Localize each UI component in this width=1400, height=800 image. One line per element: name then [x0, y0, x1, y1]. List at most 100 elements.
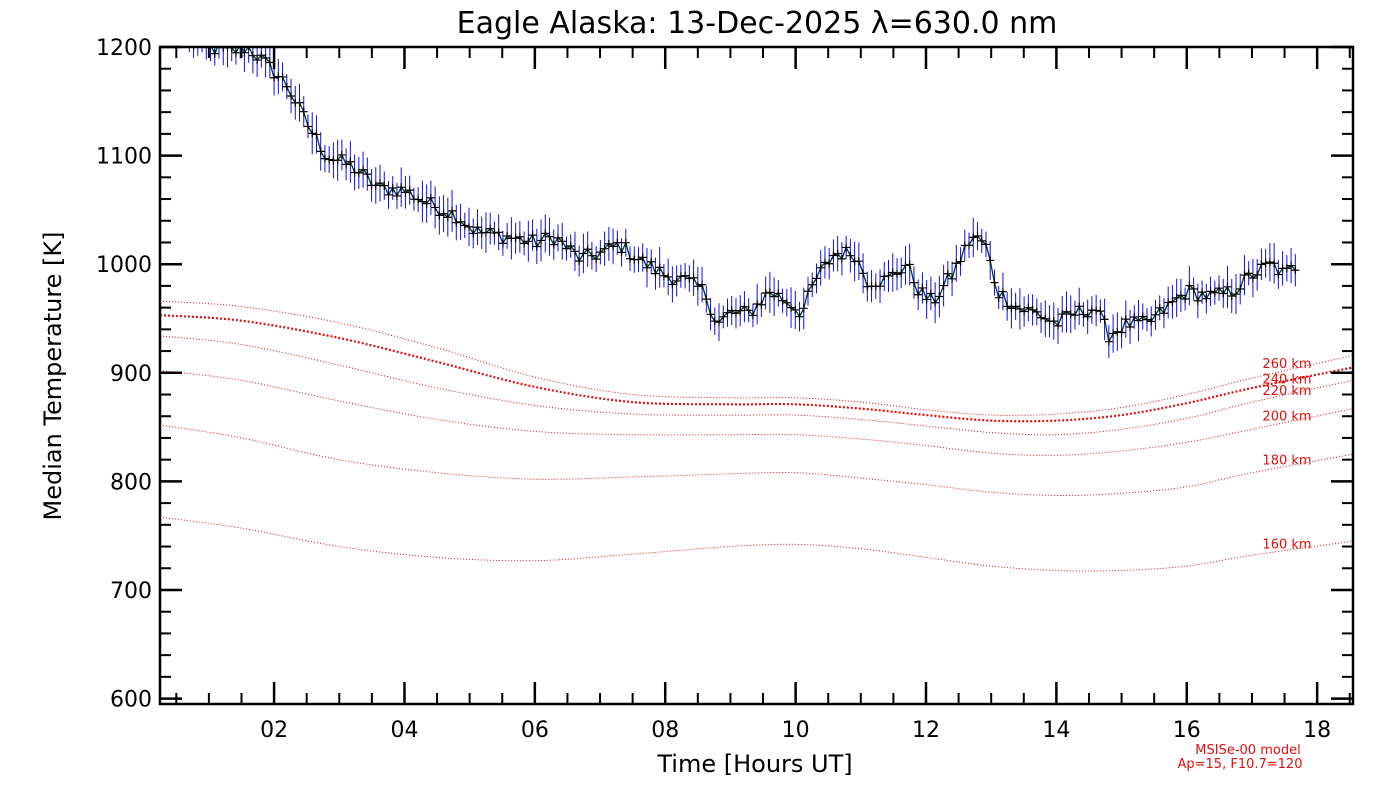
observed-line [210, 47, 1296, 344]
data-point [604, 239, 613, 248]
data-point [943, 269, 952, 278]
data-point [778, 296, 787, 305]
data-point [1215, 284, 1224, 293]
data-point [299, 107, 308, 116]
data-point [909, 278, 918, 287]
data-point [897, 268, 906, 277]
y-axis-label: Median Temperature [K] [39, 231, 67, 520]
data-point [401, 188, 410, 197]
data-point [736, 306, 745, 315]
data-point [270, 73, 279, 82]
data-point [481, 228, 490, 237]
data-point [473, 223, 482, 232]
data-point [1248, 274, 1257, 283]
plot-frame [158, 45, 1355, 706]
x-tick-label: 08 [651, 718, 679, 743]
data-point [609, 242, 618, 251]
data-point [884, 271, 893, 280]
data-point [528, 231, 537, 240]
data-point [727, 306, 736, 315]
data-point [583, 245, 592, 254]
data-point [981, 240, 990, 249]
data-point [494, 228, 503, 237]
data-point [1147, 317, 1156, 326]
data-point [248, 51, 257, 60]
model-label-200-km: 200 km [1262, 410, 1311, 425]
data-point [1062, 307, 1071, 316]
data-point [1037, 313, 1046, 322]
y-tick-label: 1200 [96, 36, 152, 61]
data-point [1130, 313, 1139, 322]
data-point [846, 251, 855, 260]
data-point [808, 280, 817, 289]
data-point [456, 217, 465, 226]
data-point [1176, 291, 1185, 300]
data-point [566, 241, 575, 250]
data-point [613, 238, 622, 247]
data-point [1126, 323, 1135, 332]
data-point [1210, 288, 1219, 297]
data-point [731, 309, 740, 318]
data-point [253, 56, 262, 65]
data-point [1231, 290, 1240, 299]
model-label-260-km: 260 km [1262, 357, 1311, 372]
data-point [770, 292, 779, 301]
data-point [1032, 307, 1041, 316]
data-point [431, 203, 440, 212]
data-point [1092, 306, 1101, 315]
x-axis-label: Time [Hours UT] [656, 750, 852, 778]
data-point [524, 237, 533, 246]
data-point [681, 271, 690, 280]
data-point [799, 304, 808, 313]
data-point [702, 295, 711, 304]
data-point [1181, 294, 1190, 303]
data-point [833, 249, 842, 258]
data-point [185, 35, 193, 43]
data-point [990, 278, 999, 287]
data-point [303, 122, 312, 131]
chart-title: Eagle Alaska: 13-Dec-2025 λ=630.0 nm [457, 6, 1058, 41]
data-point [346, 157, 355, 166]
data-point [1287, 261, 1296, 270]
data-point [553, 233, 562, 242]
model-curve-260-km [160, 300, 1353, 416]
data-point [685, 274, 694, 283]
data-point [363, 170, 372, 179]
data-point [1083, 312, 1092, 321]
data-point [600, 244, 609, 253]
data-point [596, 248, 605, 257]
data-point [744, 306, 753, 315]
data-point [562, 244, 571, 253]
data-point [1159, 309, 1168, 318]
data-point [575, 256, 584, 265]
data-point [791, 305, 800, 314]
data-point [698, 280, 707, 289]
data-point [905, 260, 914, 269]
data-point [1007, 304, 1016, 313]
data-point [558, 237, 567, 246]
data-point [795, 312, 804, 321]
model-label-240-km: 240 km [1262, 372, 1311, 387]
data-point [659, 271, 668, 280]
data-point [1189, 285, 1198, 294]
data-point [782, 298, 791, 307]
data-point [515, 232, 524, 241]
data-point [537, 236, 546, 245]
data-point [1058, 310, 1067, 319]
data-point [592, 255, 601, 264]
data-point [265, 58, 274, 67]
data-point [1054, 321, 1063, 330]
data-point [1041, 314, 1050, 323]
data-point [490, 228, 499, 237]
data-point [829, 251, 838, 260]
data-point [1121, 315, 1130, 324]
data-point [1244, 269, 1253, 278]
data-point [812, 274, 821, 283]
data-point [901, 261, 910, 270]
data-point [295, 98, 304, 107]
data-point [994, 293, 1003, 302]
data-point [1138, 312, 1147, 321]
data-point [939, 281, 948, 290]
data-point [1134, 316, 1143, 325]
data-point [1223, 282, 1232, 291]
